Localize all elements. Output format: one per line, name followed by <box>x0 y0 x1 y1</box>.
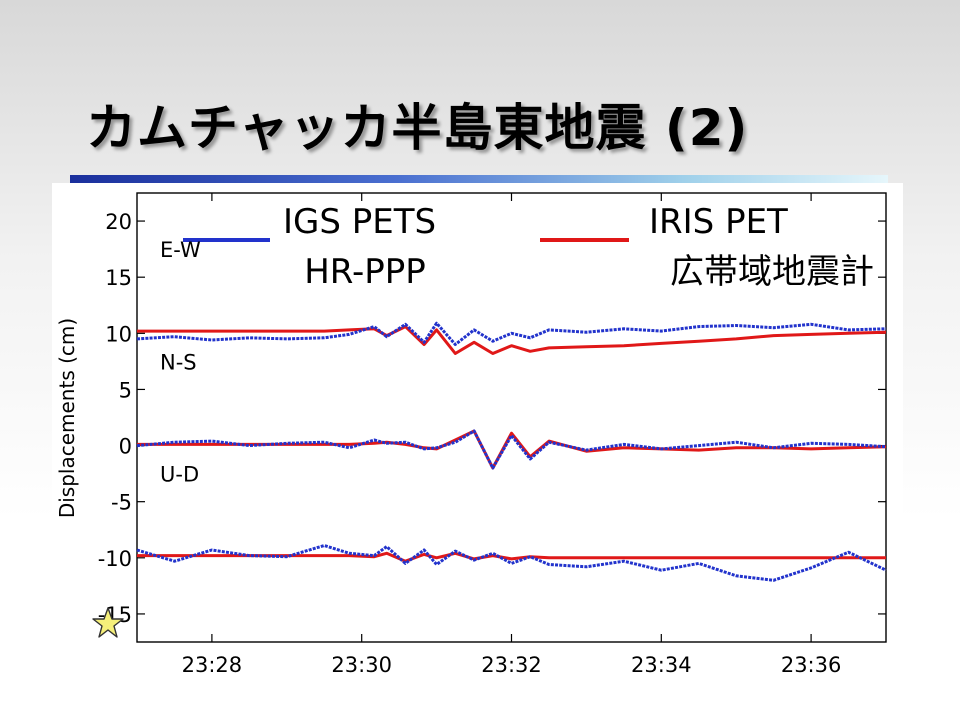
slide-title: カムチャッカ半島東地震 (2) <box>86 99 749 157</box>
y-tick-label: -5 <box>111 491 132 515</box>
y-tick-label: 20 <box>105 210 132 234</box>
y-tick-label: 15 <box>105 266 132 290</box>
legend-sublabel-iris: 広帯域地震計 <box>670 252 874 292</box>
y-tick-label: 10 <box>105 322 132 346</box>
series-line-iris-e-w <box>137 325 887 355</box>
legend-label-igs: IGS PETS <box>283 202 436 242</box>
x-axis: 23:28 23:30 23:32 23:34 23:36 <box>182 193 842 677</box>
component-label: N-S <box>160 350 197 374</box>
x-tick-label: 23:34 <box>631 653 692 677</box>
x-tick-label: 23:28 <box>182 653 243 677</box>
y-tick-label: 0 <box>119 435 132 459</box>
legend-label-iris: IRIS PET <box>649 202 788 242</box>
series-line-igs-e-w <box>136 321 887 346</box>
legend-sublabel-igs: HR-PPP <box>304 252 426 292</box>
component-labels: E-W N-S U-D <box>160 238 201 487</box>
figure-panel <box>52 183 903 680</box>
component-label: E-W <box>160 238 201 262</box>
y-axis-label: Displacements (cm) <box>55 318 79 518</box>
component-label: U-D <box>160 463 199 487</box>
series-group <box>136 321 887 582</box>
legend: IGS PETS HR-PPP IRIS PET 広帯域地震計 <box>183 202 874 292</box>
title-divider <box>70 175 888 183</box>
y-tick-label: 5 <box>119 378 132 402</box>
y-tick-label: -10 <box>98 547 132 571</box>
star-icon <box>92 607 124 638</box>
series-line-igs-u-d <box>136 544 887 582</box>
x-tick-label: 23:36 <box>781 653 842 677</box>
x-tick-label: 23:32 <box>481 653 542 677</box>
x-tick-label: 23:30 <box>331 653 392 677</box>
series-line-igs-n-s <box>136 429 887 470</box>
